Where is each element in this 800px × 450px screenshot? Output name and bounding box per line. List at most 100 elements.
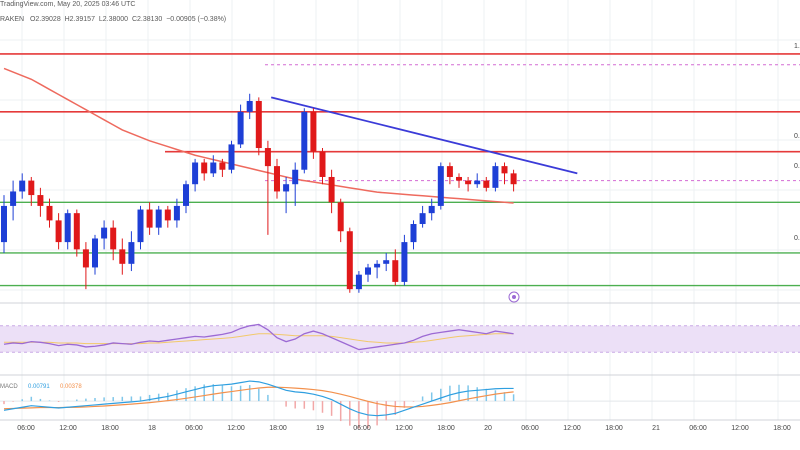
exchange-label: RAKEN [0,16,25,23]
candle-down [146,209,153,228]
candle-down [201,162,208,174]
x-tick-label: 18:00 [605,425,623,432]
candle-up [474,180,481,185]
x-tick-label: 06:00 [689,425,707,432]
x-tick-label: 06:00 [185,425,203,432]
x-tick-label: 12:00 [563,425,581,432]
x-tick-label: 12:00 [395,425,413,432]
candle-down [110,227,117,250]
header-line-1: TradingView.com, May 20, 2025 03:46 UTC [0,1,136,8]
candle-up [1,205,7,243]
candle-up [292,169,299,185]
candle-up [410,224,417,243]
x-tick-label: 18:00 [269,425,287,432]
candle-down [37,195,44,206]
x-tick-label: 06:00 [521,425,539,432]
candle-up [101,227,108,239]
close-value: C2.38130 [131,16,163,23]
candle-down [255,100,262,149]
macd-line [3,380,514,417]
candle-up [128,242,135,264]
candle-down [446,166,453,177]
candle-down [465,180,472,185]
right-axis-label: 0. [794,163,800,170]
timestamp-label: May 20, 2025 03:46 UTC [57,1,136,8]
x-tick-label: 12:00 [59,425,77,432]
candle-up [210,162,217,174]
candle-up [246,100,253,112]
candle-up [401,242,408,282]
x-tick-label: 19 [316,425,324,432]
right-axis-label: 0. [794,133,800,140]
candle-down [219,162,226,170]
x-tick-label: 12:00 [227,425,245,432]
candle-up [237,111,244,145]
change-value: −0.00905 (−0.38%) [166,16,227,23]
candle-up [374,263,381,268]
candle-up [183,184,189,206]
candle-down [392,260,399,282]
x-tick-label: 18 [148,425,156,432]
candle-down [456,176,462,181]
price-pane [0,53,800,293]
candle-down [310,111,317,152]
macd-reading: 0.00791 [28,384,50,390]
candle-down [483,180,490,188]
x-tick-label: 18:00 [773,425,791,432]
x-tick-label: 06:00 [17,425,35,432]
candle-up [64,213,71,243]
open-value: O2.39028 [29,16,61,23]
candle-up [155,209,162,228]
x-tick-label: 12:00 [731,425,749,432]
candle-down [510,173,517,185]
chart-grid [0,0,800,421]
candle-up [283,184,290,192]
candle-up [428,205,435,214]
candle-up [492,166,499,188]
candle-up [419,213,426,225]
candle-up [10,191,17,206]
rsi-line [3,323,514,351]
candle-up [228,144,235,170]
candle-up [301,111,308,170]
candle-up [365,267,371,275]
header-line-2: RAKEN O2.39028 H2.39157 L2.38000 C2.3813… [0,16,226,23]
high-value: H2.39157 [64,16,95,23]
candle-down [46,205,53,221]
right-axis-labels: 1. 0. 0. 0. [794,43,800,242]
candle-down [346,231,353,290]
low-value: L2.38000 [98,16,129,23]
rsi-band [0,325,800,353]
rsi-signal-line [4,333,514,345]
moving-average-line [3,67,514,204]
x-tick-label: 18:00 [437,425,455,432]
candle-down [328,176,335,203]
candle-up [19,180,26,192]
misc-marks [508,291,520,303]
candle-down [274,166,280,192]
candle-up [383,260,390,264]
candle-down [82,249,89,268]
candle-up [192,162,199,185]
candle-down [55,220,62,243]
trendline [270,96,578,175]
macd-reading: 0.00378 [60,384,82,390]
x-tick-label: 20 [484,425,492,432]
x-tick-label: 06:00 [353,425,371,432]
candle-up [173,205,180,221]
macd-pane: MACD 0.00791 0.00378 [0,380,800,429]
candle-up [92,238,98,268]
candle-up [437,166,444,206]
candle-down [501,166,508,174]
candle-down [337,202,344,232]
x-axis: 06:00 12:00 18:00 18 06:00 12:00 18:00 19 06:00 1… [17,425,791,432]
right-axis-label: 1. [794,43,800,50]
x-tick-label: 21 [652,425,660,432]
candle-up [137,209,144,243]
macd-signal-line [3,386,514,410]
candle-down [73,213,80,250]
candle-down [319,151,326,177]
replay-marker-icon [508,291,520,303]
candle-down [264,148,271,167]
